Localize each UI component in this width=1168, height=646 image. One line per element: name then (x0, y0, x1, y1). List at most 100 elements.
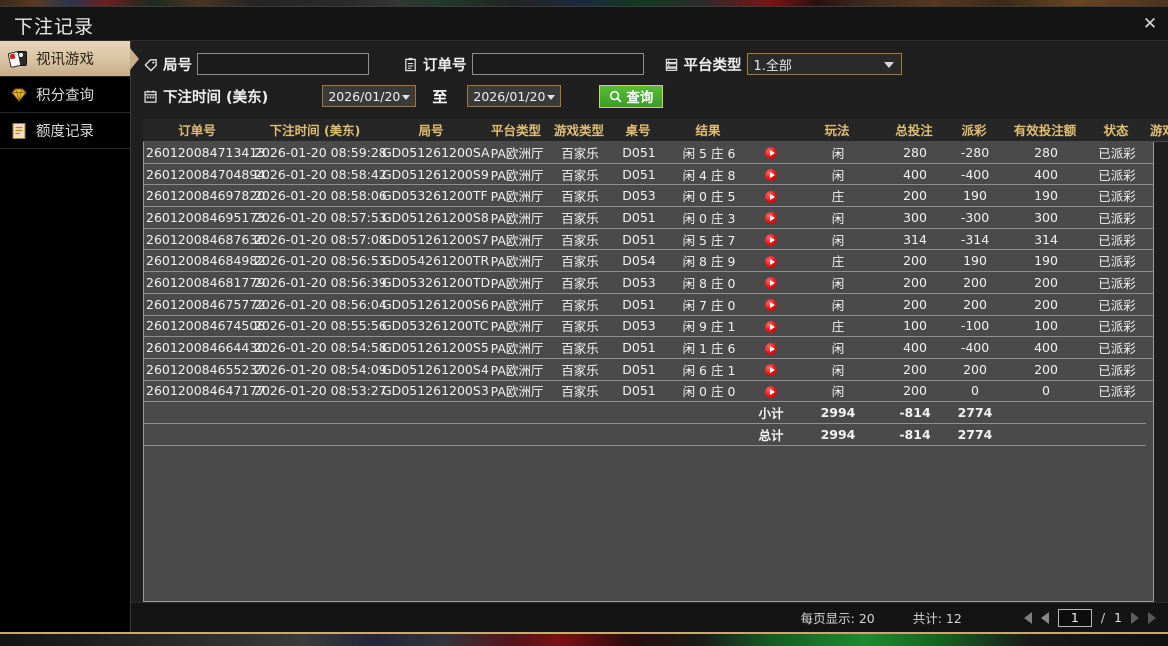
order-no-cell: 260120084695173 (144, 206, 265, 229)
table-row[interactable]: 260120084713413 2026-01-20 08:59:28 GD0512… (144, 141, 1153, 164)
table-row[interactable]: 260120084655237 2026-01-20 08:54:09 GD0512… (144, 358, 1153, 381)
payout-cell: 200 (946, 293, 1004, 316)
result-cell: 闲 0 庄 3 (668, 206, 750, 229)
sidebar-item-credit-records[interactable]: 额度记录 (0, 113, 130, 149)
table-row[interactable]: 260120084675772 2026-01-20 08:56:04 GD0512… (144, 293, 1153, 316)
first-page-button[interactable] (1023, 611, 1032, 624)
replay-cell[interactable] (750, 315, 792, 338)
platform-type-cell: PA欧洲厅 (484, 184, 550, 208)
table-row[interactable]: 260120084681779 2026-01-20 08:56:39 GD0532… (144, 271, 1153, 294)
order-no-input[interactable] (471, 53, 644, 75)
background-strip-bottom (0, 632, 1168, 646)
table-row[interactable]: 260120084697820 2026-01-20 08:58:06 GD0532… (144, 184, 1153, 208)
platform-type-cell: PA欧洲厅 (484, 336, 550, 359)
table-row[interactable]: 260120084647177 2026-01-20 08:53:27 GD0512… (144, 380, 1153, 403)
play-icon[interactable] (765, 364, 777, 377)
table-row[interactable]: 260120084704894 2026-01-20 08:58:42 GD0512… (144, 163, 1153, 186)
table-row[interactable]: 260120084695173 2026-01-20 08:57:53 GD0512… (144, 206, 1153, 229)
column-header-order-no[interactable]: 订单号 (143, 119, 251, 142)
column-header-round-no[interactable]: 局号 (379, 119, 483, 142)
sidebar-item-points-query[interactable]: 积分查询 (0, 77, 130, 113)
column-header-payout[interactable]: 派彩 (945, 119, 1003, 142)
table-row[interactable]: 260120084664430 2026-01-20 08:54:58 GD0512… (144, 336, 1153, 359)
bet-time-to-value: 2026/01/20 (473, 88, 546, 104)
close-icon[interactable]: ✕ (1142, 14, 1158, 34)
result-cell: 闲 8 庄 9 (668, 249, 750, 273)
replay-cell[interactable] (750, 293, 792, 316)
round-no-cell: GD051261200SA (380, 141, 490, 164)
replay-cell[interactable] (750, 380, 792, 403)
replay-cell[interactable] (750, 249, 792, 273)
replay-cell[interactable] (750, 228, 792, 251)
bet-time-label: 下注时间 (美东) (163, 89, 269, 106)
play-icon[interactable] (765, 255, 777, 268)
play-type-cell: 闲 (792, 141, 884, 164)
per-page-label: 每页显示: 20 (800, 611, 875, 626)
bet-time-from-datepicker[interactable]: 2026/01/20 (322, 85, 417, 107)
replay-cell[interactable] (750, 271, 792, 294)
replay-cell[interactable] (750, 358, 792, 381)
total-bet-cell: 100 (884, 315, 946, 338)
sidebar-item-label: 额度记录 (36, 124, 94, 140)
records-table-body-scroll[interactable]: 260120084713413 2026-01-20 08:59:28 GD0512… (143, 141, 1154, 602)
table-row[interactable]: 260120084687636 2026-01-20 08:57:08 GD0512… (144, 228, 1153, 251)
play-icon[interactable] (765, 234, 777, 247)
game-mode-cell: 多台 (1146, 293, 1153, 316)
table-row[interactable]: 260120084684982 2026-01-20 08:56:53 GD0542… (144, 249, 1153, 273)
column-header-game-type[interactable]: 游戏类型 (549, 119, 609, 142)
game-mode-cell: 多台 (1146, 271, 1153, 294)
search-button[interactable]: 查询 (599, 84, 664, 108)
play-icon[interactable] (765, 277, 777, 290)
page-number-input[interactable] (1057, 608, 1092, 627)
payout-cell: 190 (946, 184, 1004, 208)
bet-time-to-datepicker[interactable]: 2026/01/20 (467, 85, 562, 107)
status-cell: 已派彩 (1088, 206, 1146, 229)
play-icon[interactable] (765, 169, 777, 182)
play-type-cell: 庄 (792, 249, 884, 273)
round-no-input[interactable] (197, 53, 369, 75)
summary-spacer-cell (144, 401, 750, 424)
column-header-status[interactable]: 状态 (1087, 119, 1145, 142)
play-icon[interactable] (765, 385, 777, 398)
play-icon[interactable] (765, 190, 777, 203)
column-header-game-mode[interactable]: 游戏模式 (1145, 119, 1168, 142)
next-page-button[interactable] (1131, 611, 1139, 624)
tag-icon (144, 58, 157, 72)
play-icon[interactable] (765, 147, 777, 160)
column-header-valid-bet[interactable]: 有效投注额 (1003, 119, 1087, 142)
column-header-result[interactable]: 结果 (667, 119, 749, 142)
replay-cell[interactable] (750, 163, 792, 186)
play-icon[interactable] (765, 320, 777, 333)
sidebar-item-video-games[interactable]: 视讯游戏 (0, 41, 139, 77)
play-icon[interactable] (765, 342, 777, 355)
summary-spacer-cell (1004, 423, 1146, 446)
column-header-total-bet[interactable]: 总投注 (883, 119, 945, 142)
replay-cell[interactable] (750, 336, 792, 359)
play-icon[interactable] (765, 299, 777, 312)
payout-cell: -400 (946, 163, 1004, 186)
last-page-button[interactable] (1148, 611, 1156, 624)
previous-page-button[interactable] (1040, 611, 1049, 624)
summary-label-cell: 总计 (750, 423, 792, 446)
replay-cell[interactable] (750, 184, 792, 208)
table-row[interactable]: 260120084674508 2026-01-20 08:55:56 GD0532… (144, 315, 1153, 338)
bet-time-cell: 2026-01-20 08:59:28 (252, 141, 387, 164)
column-header-table-no[interactable]: 桌号 (609, 119, 667, 142)
valid-bet-cell: 190 (1004, 184, 1088, 208)
summary-spacer-cell (1004, 401, 1146, 424)
replay-cell[interactable] (750, 141, 792, 164)
sidebar-item-label: 积分查询 (36, 88, 94, 104)
total-bet-cell: 314 (884, 228, 946, 251)
column-header-bet-time[interactable]: 下注时间 (美东) (251, 119, 379, 142)
table-no-cell: D051 (610, 380, 668, 403)
column-header-platform-type[interactable]: 平台类型 (483, 119, 549, 142)
dialog-titlebar: 下注记录 ✕ (0, 7, 1168, 41)
play-icon[interactable] (765, 212, 777, 225)
replay-cell[interactable] (750, 206, 792, 229)
game-type-cell: 百家乐 (550, 184, 610, 208)
column-header-play-type[interactable]: 玩法 (791, 119, 883, 142)
platform-type-select[interactable]: 1.全部 (746, 53, 902, 75)
round-no-cell: GD053261200TC (380, 315, 489, 338)
bet-time-cell: 2026-01-20 08:58:06 (252, 184, 387, 208)
